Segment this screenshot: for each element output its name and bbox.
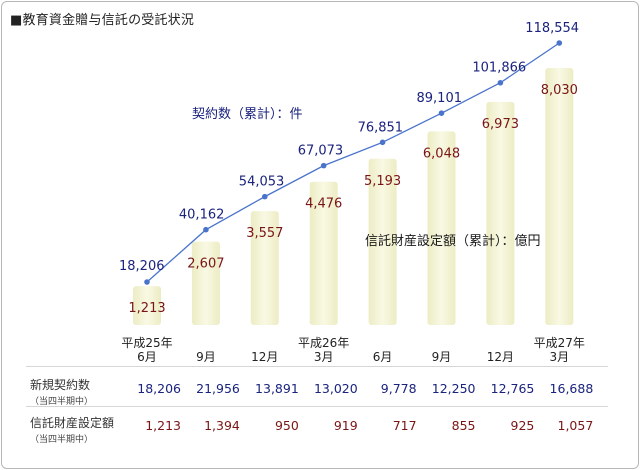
line-contracts (146, 42, 560, 283)
row-label-new-contracts: 新規契約数 （当四半期中） (30, 378, 94, 407)
legend-contracts: 契約数（累計）：件 (192, 106, 303, 122)
data-label-contracts: 89,101 (417, 91, 463, 106)
table-cell: 18,206 (137, 381, 181, 396)
point-contracts (438, 110, 445, 116)
table-cell: 13,891 (255, 381, 299, 396)
data-label-contracts: 18,206 (119, 259, 165, 274)
data-label-contracts: 67,073 (298, 144, 344, 159)
table-cell: 855 (451, 418, 476, 433)
bar-trust-amount (133, 286, 161, 325)
data-label-trust-amount: 8,030 (541, 83, 578, 98)
table-cell: 16,688 (549, 381, 594, 396)
bar-trust-amount (309, 181, 338, 325)
data-label-contracts: 118,554 (525, 21, 579, 36)
point-contracts (320, 162, 327, 169)
point-contracts (556, 40, 563, 46)
table-cell: 925 (510, 418, 535, 433)
data-label-trust-amount: 2,607 (187, 257, 224, 272)
bar-trust-amount (427, 131, 456, 325)
x-tick-label: 9月 (431, 350, 452, 364)
data-label-trust-amount: 5,193 (364, 174, 401, 189)
table-cell: 9,778 (380, 381, 417, 396)
x-tick-label: 平成25年 6月 (121, 336, 173, 364)
table-cell: 950 (274, 418, 299, 433)
table-cell: 12,250 (431, 381, 476, 396)
data-label-contracts: 54,053 (239, 175, 284, 190)
table-cell: 13,020 (313, 381, 358, 396)
table-cell: 21,956 (196, 381, 240, 396)
data-label-contracts: 101,866 (472, 61, 526, 76)
bar-trust-amount (545, 68, 574, 325)
data-label-trust-amount: 1,213 (128, 301, 165, 316)
data-label-trust-amount: 4,476 (305, 197, 342, 212)
point-contracts (262, 193, 268, 200)
x-tick-label: 平成27年 3月 (533, 336, 585, 364)
point-contracts (144, 279, 150, 285)
point-contracts (497, 79, 504, 86)
x-tick-label: 平成26年 3月 (298, 336, 350, 364)
table-cell: 1,394 (204, 418, 240, 433)
table-top-rule (26, 366, 608, 367)
legend-trust-amount: 信託財産設定額（累計）：億円 (365, 233, 541, 249)
bar-trust-amount (250, 211, 279, 325)
point-contracts (379, 139, 386, 146)
table-mid-rule (26, 406, 608, 407)
x-tick-label: 9月 (196, 350, 216, 364)
bar-trust-amount (368, 158, 397, 325)
table-cell: 919 (333, 418, 358, 433)
table-cell: 717 (392, 418, 417, 433)
point-contracts (203, 226, 209, 233)
data-label-contracts: 40,162 (179, 208, 225, 223)
data-label-trust-amount: 3,557 (246, 226, 283, 241)
data-label-trust-amount: 6,048 (423, 146, 460, 161)
data-label-contracts: 76,851 (358, 120, 404, 135)
bar-trust-amount (486, 101, 515, 326)
table-cell: 12,765 (490, 381, 535, 396)
x-tick-label: 6月 (372, 350, 393, 364)
table-cell: 1,057 (557, 418, 594, 433)
bar-trust-amount (191, 241, 220, 325)
row-label-trust-amount: 信託財産設定額 （当四半期中） (30, 416, 115, 445)
table-cell: 1,213 (145, 418, 181, 433)
x-tick-label: 12月 (486, 350, 515, 364)
x-tick-label: 12月 (251, 350, 279, 364)
page-title: ■教育資金贈与信託の受託状況 (10, 13, 195, 28)
data-label-trust-amount: 6,973 (482, 117, 519, 132)
